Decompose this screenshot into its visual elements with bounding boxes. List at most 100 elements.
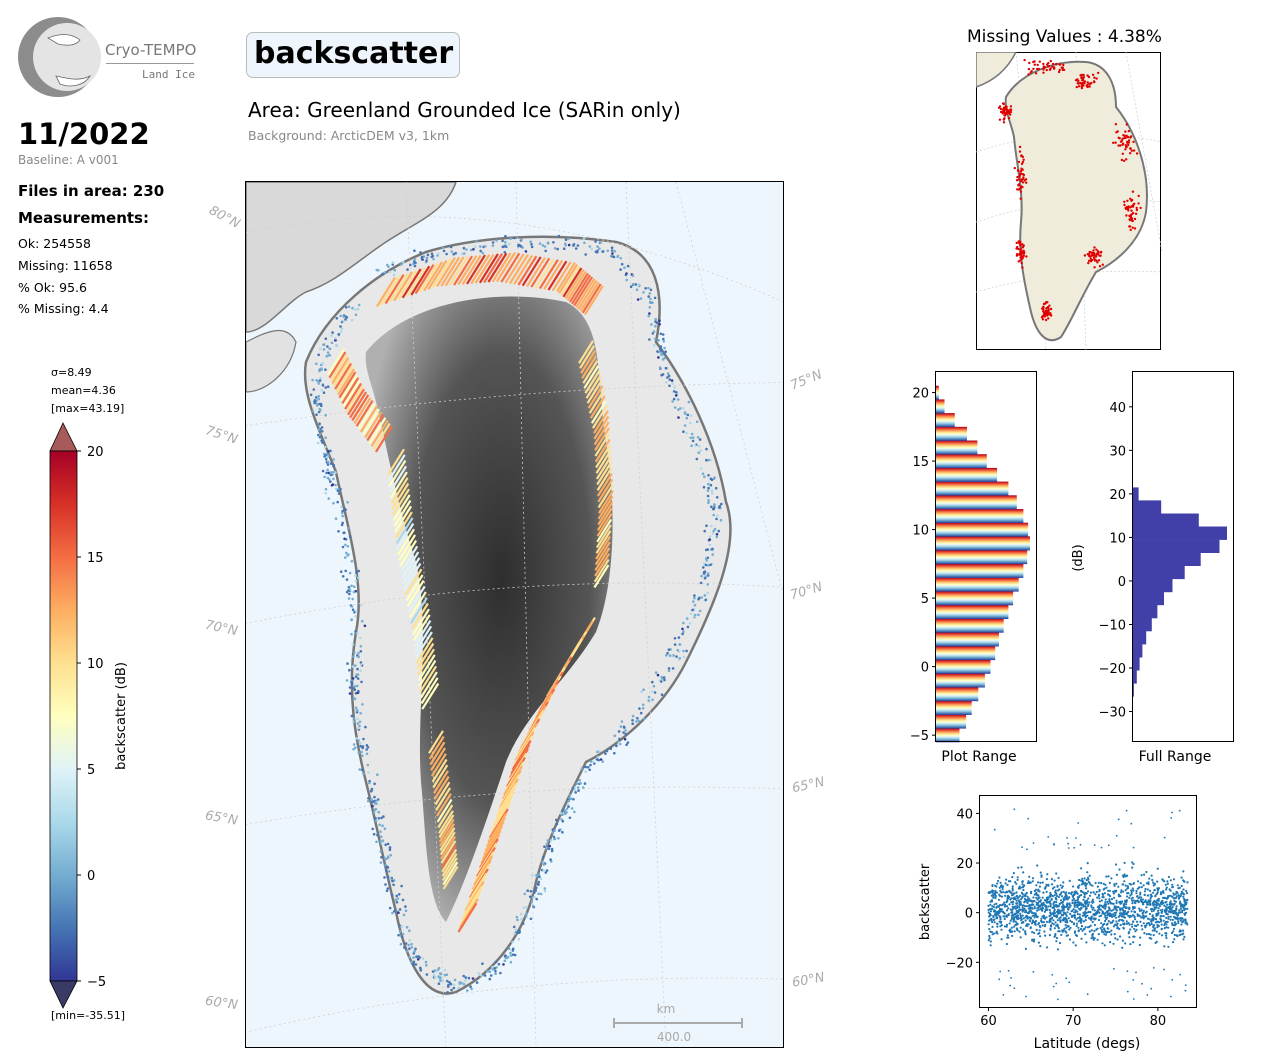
scatter-outlier [1055, 982, 1058, 985]
track-point [331, 331, 334, 334]
scatter-point [1163, 880, 1166, 883]
scatter-outlier [1051, 974, 1054, 976]
track-point [348, 686, 352, 689]
scatter-point [1005, 915, 1008, 918]
track-point [501, 239, 504, 243]
track-point [545, 846, 548, 850]
scatter-point [1118, 927, 1121, 931]
scatter-point [1175, 908, 1178, 911]
track-point [359, 669, 362, 673]
missing-point [1093, 266, 1096, 269]
scatter-point [1157, 903, 1160, 906]
track-point [355, 737, 358, 740]
track-point [373, 808, 377, 812]
track-point [504, 234, 507, 238]
track-segment [594, 433, 611, 457]
scatter-point [1046, 898, 1049, 901]
scatter-point [1062, 897, 1065, 900]
scatter-outlier [1117, 818, 1120, 821]
sigma-text: σ=8.49 [51, 366, 92, 379]
track-point [353, 651, 356, 654]
missing-point [1131, 219, 1134, 223]
track-point [352, 747, 355, 751]
track-segment [466, 254, 486, 285]
scatter-point [1169, 918, 1172, 921]
track-point [528, 895, 532, 899]
scatter-point [1001, 891, 1005, 894]
scatter-point [1123, 911, 1126, 914]
track-point [419, 966, 422, 970]
scatter-point [1074, 909, 1077, 912]
scatter-point [1067, 917, 1070, 920]
track-point [702, 571, 706, 574]
track-point [324, 458, 328, 461]
scatter-point [1010, 926, 1013, 929]
scatter-point [1143, 873, 1146, 876]
missing-point [1135, 206, 1138, 210]
track-point [405, 926, 409, 929]
scatter-point [1024, 909, 1027, 912]
scatter-point [1030, 922, 1034, 925]
track-point [408, 939, 411, 942]
scatter-point [1172, 878, 1176, 881]
track-point [328, 354, 332, 357]
scatter-point [1020, 891, 1023, 894]
track-point [697, 445, 701, 448]
track-segment [595, 524, 612, 549]
scatter-point [1043, 917, 1046, 920]
missing-point [1121, 137, 1124, 140]
track-point [488, 970, 492, 974]
track-point [379, 861, 383, 864]
missing-point [1021, 185, 1024, 189]
missing-point [1089, 260, 1093, 263]
track-segment [593, 421, 610, 446]
scatter-point [989, 910, 993, 913]
scatter-point [1056, 904, 1059, 907]
scatter-point [1029, 927, 1032, 930]
track-point [464, 979, 467, 982]
track-point [707, 474, 710, 477]
scatter-point [1139, 915, 1142, 918]
track-segment [416, 642, 435, 670]
track-point [619, 725, 623, 728]
scatter-outlier [1126, 990, 1129, 993]
scatter-point [1053, 894, 1056, 897]
scatter-point [1138, 907, 1141, 910]
lat-label-80-left: 80°N [206, 203, 243, 232]
missing-point [1127, 139, 1131, 142]
scatter-point [1022, 871, 1025, 874]
scatter-point [1153, 929, 1156, 932]
scatter-point [1107, 902, 1110, 905]
track-point [705, 447, 708, 451]
scatter-point [1005, 909, 1009, 912]
missing-point [1086, 85, 1089, 89]
missing-point [1022, 176, 1025, 179]
track-point [692, 600, 695, 603]
scatter-point [1134, 924, 1137, 927]
scatter-point [1018, 885, 1021, 888]
scatter-point [1016, 876, 1019, 879]
scatter-point [1012, 900, 1015, 903]
scatter-point [1080, 883, 1083, 886]
scatter-point [1136, 887, 1139, 890]
scatter-point [1114, 911, 1118, 914]
track-segment [410, 265, 431, 296]
scatter-point [1085, 899, 1088, 902]
scatter-point [1140, 898, 1143, 901]
track-point [705, 458, 708, 462]
track-point [462, 974, 465, 978]
scatter-point [1085, 907, 1088, 910]
scatter-point [1167, 945, 1170, 948]
track-point [367, 771, 370, 774]
track-point [522, 906, 526, 910]
min-text: [min=-35.51] [51, 1009, 126, 1022]
track-segment [594, 427, 611, 451]
scatter-point [1009, 908, 1012, 911]
track-segment [412, 608, 430, 636]
scatter-point [1101, 925, 1104, 928]
y-tick-label: 20 [1109, 488, 1126, 503]
scatter-point [1115, 899, 1118, 902]
track-point [635, 288, 639, 291]
track-segment [526, 257, 546, 287]
scatter-point [1011, 889, 1014, 892]
